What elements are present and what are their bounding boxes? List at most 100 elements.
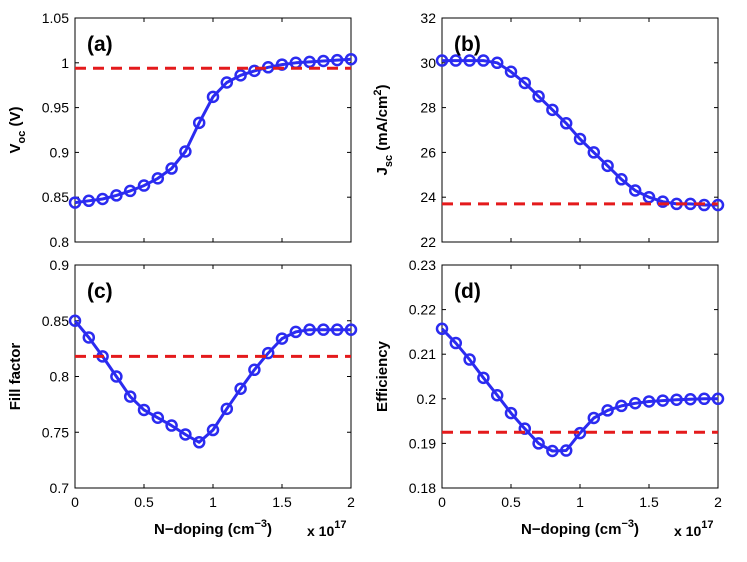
y-tick-label: 1 (61, 55, 69, 71)
x-exponent-base: x 10 (307, 523, 334, 539)
data-point (532, 437, 545, 450)
data-point (435, 322, 449, 336)
x-exponent-label: x 1017 (307, 519, 347, 539)
x-tick-label: 2 (714, 494, 722, 510)
data-point (601, 159, 614, 173)
x-axis-label: N−doping (cm−3) (154, 518, 272, 538)
data-point (490, 56, 504, 70)
panel-label: (b) (454, 33, 481, 56)
y-axis-label-main: V (7, 144, 24, 154)
x-exponent-power: 17 (701, 519, 713, 531)
data-point (179, 428, 192, 441)
data-point (628, 184, 642, 197)
data-point (68, 314, 82, 327)
x-tick-label: 1 (209, 494, 217, 510)
data-point (234, 69, 247, 82)
data-point (123, 390, 137, 403)
data-point (642, 395, 656, 408)
x-tick-label: 0.5 (501, 494, 521, 510)
x-axis-label-sup: −3 (254, 518, 267, 530)
y-tick-label: 0.85 (42, 189, 69, 205)
data-point (532, 90, 545, 103)
y-axis-label: Efficiency (374, 340, 391, 412)
data-point (573, 132, 587, 146)
y-axis-label-main: J (374, 167, 391, 175)
data-point (490, 388, 504, 402)
y-axis-label-unit: (mA/cm (374, 96, 391, 155)
data-point (110, 189, 123, 202)
data-point (546, 444, 559, 458)
x-tick-label: 1.5 (272, 494, 292, 510)
data-point (435, 54, 449, 67)
y-axis-label: Voc (V) (7, 106, 28, 153)
data-point (463, 353, 476, 366)
subplot-0: 0.8 0.85 0.9 0.95 1 1.05 (a) Voc (V) (7, 10, 358, 250)
panel-label: (a) (87, 33, 113, 56)
y-axis-label: Jsc (mA/cm2) (372, 85, 395, 176)
data-point (344, 323, 358, 336)
y-tick-label: 0.23 (409, 257, 436, 273)
x-axis-label: N−doping (cm−3) (521, 518, 639, 538)
data-point (697, 392, 711, 406)
x-tick-label: 0.5 (134, 494, 154, 510)
data-point (628, 397, 642, 410)
panel-label: (c) (87, 280, 113, 303)
data-point (110, 370, 123, 383)
data-point (248, 363, 261, 377)
data-point (192, 116, 206, 130)
data-point (220, 402, 234, 416)
data-point (670, 393, 683, 406)
y-tick-label: 0.75 (42, 424, 69, 440)
subplot-2: 0.7 0.75 0.8 0.85 0.9 0 0.5 1 1.5 2 (c) Fill factor… (7, 257, 358, 539)
subplot-3: 0.18 0.19 0.2 0.21 0.22 0.23 0 0.5 1 1.5 2 (d) Effic… (374, 257, 725, 539)
y-tick-label: 28 (420, 100, 436, 116)
y-tick-label: 30 (420, 55, 436, 71)
y-axis-label-unit: (V) (7, 106, 24, 130)
x-axis-label-end: ) (267, 521, 272, 538)
data-point (123, 184, 137, 198)
data-point (477, 371, 490, 385)
y-tick-label: 0.18 (409, 480, 436, 496)
data-point (449, 336, 463, 350)
x-axis-label-main: N−doping (cm (154, 521, 254, 538)
x-axis-label-sup: −3 (621, 518, 634, 530)
x-tick-label: 2 (347, 494, 355, 510)
data-point (261, 346, 275, 360)
y-tick-label: 0.8 (50, 369, 70, 385)
y-tick-label: 0.21 (409, 346, 436, 362)
data-point (559, 117, 573, 130)
y-tick-label: 0.19 (409, 435, 436, 451)
data-point (165, 419, 178, 432)
data-point (317, 323, 330, 336)
data-point (518, 76, 532, 90)
y-tick-label: 26 (420, 144, 436, 160)
data-point (601, 404, 614, 417)
data-point (587, 411, 601, 425)
data-point (137, 403, 151, 417)
data-point (463, 54, 476, 67)
y-axis-label-sub: oc (16, 131, 28, 144)
data-point (317, 54, 330, 68)
y-tick-label: 1.05 (42, 10, 69, 26)
data-point (165, 162, 178, 175)
data-point (504, 406, 518, 420)
data-point (615, 399, 628, 413)
data-point (68, 196, 82, 209)
data-point (587, 146, 601, 159)
data-point (151, 411, 165, 425)
data-point (151, 172, 165, 185)
data-point (275, 332, 289, 345)
y-tick-label: 0.2 (417, 391, 437, 407)
x-axis-label-main: N−doping (cm (521, 521, 621, 538)
data-point (96, 192, 109, 206)
y-tick-label: 24 (420, 189, 436, 205)
axes-frame (74, 17, 352, 243)
data-point (82, 194, 96, 208)
x-exponent-base: x 10 (674, 523, 701, 539)
data-point (615, 173, 628, 186)
data-point (82, 331, 96, 344)
y-tick-label: 22 (420, 234, 436, 250)
y-tick-label: 0.8 (50, 234, 70, 250)
x-tick-label: 1.5 (639, 494, 659, 510)
